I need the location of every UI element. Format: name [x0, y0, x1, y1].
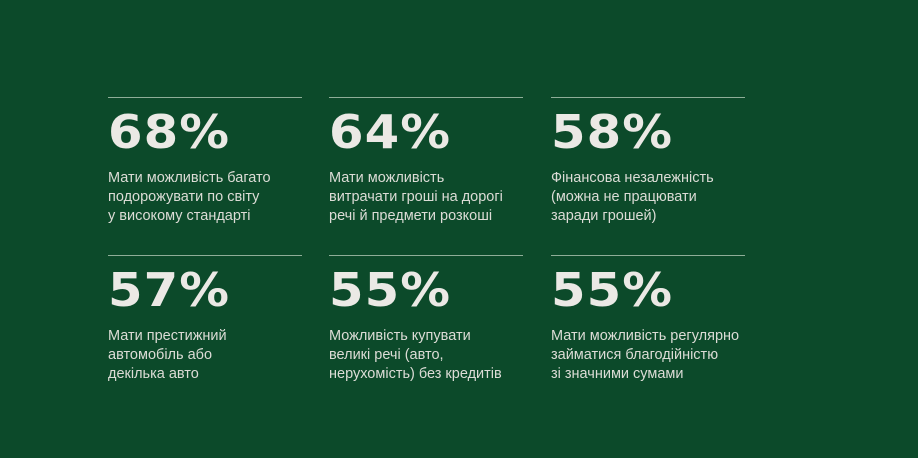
divider	[551, 255, 745, 256]
stat-description: Можливість купувати великі речі (авто, н…	[329, 328, 502, 382]
stat-description: Мати можливість витрачати гроші на дорог…	[329, 170, 503, 224]
divider	[329, 97, 523, 98]
divider	[108, 97, 302, 98]
stat-description: Мати можливість регулярно займатися благ…	[551, 328, 740, 382]
divider	[108, 255, 302, 256]
stat-value: 58%	[551, 105, 674, 159]
stat-description: Мати можливість багато подорожувати по с…	[108, 170, 271, 224]
stat-value: 57%	[108, 263, 231, 317]
stat-luxury: 64% Мати можливість витрачати гроші на д…	[329, 97, 523, 226]
stat-charity: 55% Мати можливість регулярно займатися …	[551, 255, 745, 384]
stat-travel: 68% Мати можливість багато подорожувати …	[108, 97, 302, 226]
stat-value: 64%	[329, 105, 452, 159]
stat-car: 57% Мати престижний автомобіль або декіл…	[108, 255, 302, 384]
stat-no-credit: 55% Можливість купувати великі речі (авт…	[329, 255, 523, 384]
stat-value: 68%	[108, 105, 231, 159]
divider	[551, 97, 745, 98]
stat-value: 55%	[551, 263, 674, 317]
divider	[329, 255, 523, 256]
stat-financial-independence: 58% Фінансова незалежність (можна не пра…	[551, 97, 745, 226]
stat-description: Фінансова незалежність (можна не працюва…	[551, 170, 714, 224]
stat-description: Мати престижний автомобіль або декілька …	[108, 328, 227, 382]
stat-value: 55%	[329, 263, 452, 317]
